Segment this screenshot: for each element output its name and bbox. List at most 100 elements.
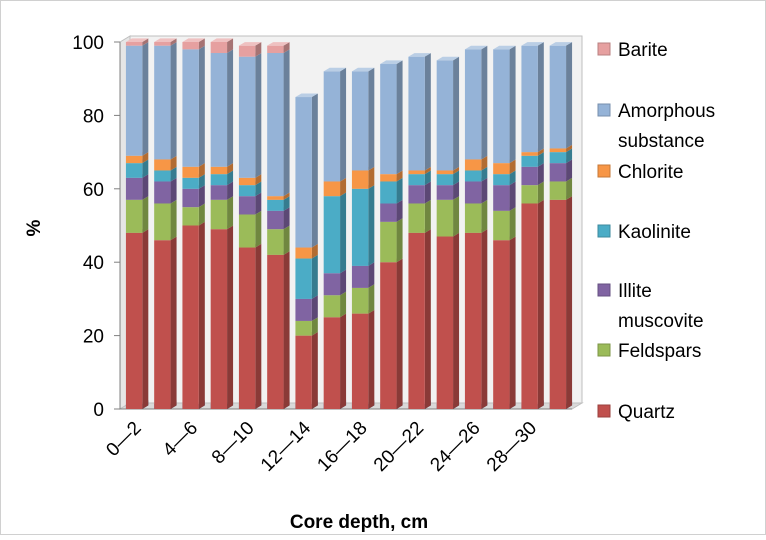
bar-segment <box>154 42 171 46</box>
bar-segment <box>154 45 171 160</box>
bar-segment <box>436 174 454 186</box>
bar-segment-side <box>368 284 375 314</box>
bar-segment <box>210 229 228 409</box>
bar-segment-side <box>509 45 516 164</box>
bar-stack <box>182 38 205 409</box>
bar-segment-side <box>283 225 290 255</box>
bar-segment-side <box>283 251 290 409</box>
y-axis-title: % <box>24 219 45 236</box>
bar-segment <box>549 181 567 200</box>
bar-segment <box>521 155 538 167</box>
bar-segment-side <box>227 181 234 200</box>
bar-segment <box>125 45 143 156</box>
bar-segment <box>323 71 341 182</box>
legend-label: Kaolinite <box>618 222 691 243</box>
bar-segment-side <box>340 67 347 182</box>
bar-segment-side <box>227 225 234 409</box>
legend-label: Barite <box>618 40 668 61</box>
bar-segment <box>493 210 510 241</box>
bar-segment-side <box>453 232 460 409</box>
y-tick-label: 100 <box>72 33 104 54</box>
bar-segment-side <box>509 207 516 241</box>
bar-stack <box>154 38 177 409</box>
bar-stack <box>351 67 375 409</box>
bar-segment-side <box>509 170 516 186</box>
bar-stack <box>125 38 149 409</box>
bar-segment <box>210 166 228 175</box>
bar-segment <box>210 53 228 167</box>
bar-segment <box>351 287 369 314</box>
bar-stack <box>210 38 234 409</box>
bar-segment <box>267 53 284 197</box>
bar-segment-top <box>351 67 375 72</box>
bar-stack <box>436 56 460 409</box>
bar-segment-side <box>227 38 234 54</box>
bar-segment <box>238 185 256 197</box>
bar-segment <box>493 174 510 186</box>
bar-segment-side <box>255 210 262 248</box>
bar-segment <box>323 317 341 409</box>
bar-segment-side <box>255 53 262 178</box>
legend-item: Illite muscovite <box>597 281 704 332</box>
bar-segment <box>436 60 454 171</box>
bar-segment-side <box>368 166 375 189</box>
bar-segment <box>125 155 143 164</box>
bar-segment <box>493 185 510 211</box>
bar-segment-side <box>424 229 431 409</box>
bar-segment-side <box>509 236 516 409</box>
bar-segment-side <box>255 42 262 57</box>
bar-segment <box>267 196 284 200</box>
bar-segment <box>464 159 482 171</box>
bar-segment-side <box>537 42 544 153</box>
bar-segment <box>521 185 538 204</box>
bar-segment <box>125 177 143 200</box>
bar-segment <box>154 159 171 171</box>
bar-segment-side <box>566 177 573 200</box>
bar-stack <box>549 42 573 409</box>
legend-label: muscovite <box>618 311 704 332</box>
bar-segment <box>351 170 369 189</box>
bar-segment <box>408 232 425 409</box>
bar-segment-side <box>227 196 234 230</box>
bar-segment-side <box>170 199 177 241</box>
legend-label: substance <box>618 131 705 152</box>
bar-segment-side <box>198 163 205 178</box>
y-tick-label: 40 <box>83 253 104 274</box>
bar-segment <box>238 196 256 215</box>
bar-segment-top <box>295 93 318 98</box>
bar-stack <box>323 67 347 409</box>
bar-segment-side <box>283 196 290 211</box>
bar-segment-side <box>537 181 544 204</box>
bar-segment-side <box>424 181 431 204</box>
bar-segment <box>493 49 510 164</box>
bar-segment-side <box>453 181 460 200</box>
bar-segment <box>436 170 454 175</box>
legend-swatch <box>597 283 611 297</box>
bar-stack <box>464 45 488 409</box>
bar-segment-side <box>481 177 488 204</box>
bar-segment <box>549 45 567 149</box>
bar-segment <box>182 177 199 189</box>
bar-segment-side <box>453 196 460 237</box>
bar-segment-side <box>340 177 347 197</box>
bar-segment-side <box>311 254 318 299</box>
bar-segment <box>238 45 256 57</box>
bar-segment <box>267 254 284 409</box>
bar-segment-side <box>198 185 205 208</box>
bar-segment-side <box>453 166 460 175</box>
bar-segment-side <box>481 155 488 171</box>
bar-segment <box>351 188 369 266</box>
bar-segment-side <box>198 203 205 226</box>
legend-item: Quartz <box>597 402 675 423</box>
bar-stack <box>267 42 290 409</box>
bar-segment <box>493 240 510 409</box>
bar-segment <box>238 247 256 409</box>
bar-segment <box>436 236 454 409</box>
bar-segment-side <box>198 45 205 167</box>
bar-segment <box>295 258 312 299</box>
bar-segment <box>351 265 369 288</box>
bar-segment <box>182 207 199 226</box>
y-tick-label: 20 <box>83 327 104 348</box>
